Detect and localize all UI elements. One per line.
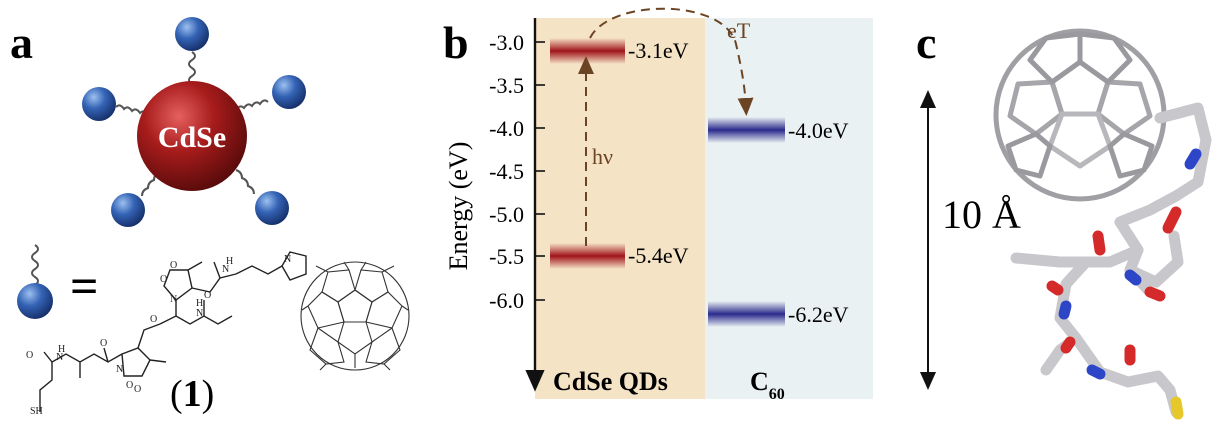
oxygen-atom	[1162, 206, 1182, 234]
svg-text:O: O	[204, 290, 211, 301]
cdse-level-bar	[550, 38, 625, 64]
svg-text:O: O	[134, 384, 141, 395]
c60-level-bar	[708, 117, 785, 143]
legend-spring	[31, 244, 39, 286]
y-ticks	[535, 41, 545, 301]
c60-band-bg	[705, 18, 873, 399]
scale-label: 10 Å	[942, 192, 1021, 237]
y-axis-label: Energy (eV)	[444, 142, 473, 271]
equals-sign: =	[70, 258, 99, 314]
svg-text:N: N	[284, 254, 291, 265]
c60-column-letter: C	[750, 367, 769, 396]
cdse-column-label: CdSe QDs	[553, 367, 668, 396]
nitrogen-atom	[1058, 300, 1072, 320]
oxygen-atom	[1060, 336, 1076, 354]
nitrogen-atom	[1184, 148, 1202, 170]
sulfur-atom	[1170, 396, 1184, 420]
svg-text:O: O	[100, 338, 107, 349]
svg-text:N: N	[116, 364, 123, 375]
level-labels: -3.1eV -5.4eV -4.0eV -6.2eV	[628, 38, 849, 327]
oxygen-atom	[1144, 286, 1166, 302]
oxygen-atom	[1092, 230, 1106, 256]
panel-c: c 10 Å	[916, 17, 1212, 420]
cdse-level-label: -3.1eV	[628, 38, 689, 63]
fullerene-stick-model	[993, 28, 1167, 202]
fullerene-c60	[300, 261, 410, 371]
svg-text:O: O	[26, 350, 33, 361]
y-tick-label: -6.0	[489, 288, 524, 313]
svg-text:SH: SH	[30, 406, 43, 417]
cdse-core	[137, 81, 247, 191]
y-tick-label: -4.5	[489, 159, 524, 184]
c60-column-label: C60	[750, 367, 785, 403]
svg-text:N: N	[222, 264, 229, 275]
panel-b-letter: b	[443, 17, 469, 68]
panel-a-letter: a	[10, 17, 33, 68]
excitation-label: hν	[592, 144, 613, 169]
y-tick-label: -4.0	[489, 116, 524, 141]
svg-text:O: O	[160, 274, 167, 285]
transfer-label: eT	[727, 18, 751, 43]
chemical-atom-labels: SH O H N O N O O O N H O O N O N H N	[26, 254, 291, 417]
ligand-ball	[82, 87, 116, 121]
c60-level-label: -4.0eV	[788, 118, 849, 143]
svg-text:N: N	[196, 308, 203, 319]
panel-c-letter: c	[916, 17, 936, 68]
svg-text:H: H	[226, 256, 233, 267]
nitrogen-atom	[1124, 269, 1142, 286]
y-tick-label: -5.5	[489, 244, 524, 269]
oxygen-atom	[1046, 280, 1064, 296]
svg-text:H: H	[58, 344, 65, 355]
ligand-ball	[272, 75, 306, 109]
ligand-ball	[111, 193, 145, 227]
y-tick-label: -5.0	[489, 202, 524, 227]
transfer-arrow	[589, 7, 754, 116]
compound-label: (1)	[170, 373, 214, 415]
legend-ligand-ball	[17, 283, 53, 319]
cdse-level-bar	[550, 243, 625, 269]
panel-a: a CdSe =	[10, 17, 410, 417]
svg-text:N: N	[56, 352, 63, 363]
svg-text:O: O	[126, 380, 133, 391]
c60-column-subscript: 60	[769, 386, 785, 403]
cdse-level-label: -5.4eV	[628, 243, 689, 268]
chemical-structure	[39, 251, 307, 412]
svg-text:H: H	[196, 298, 203, 309]
y-tick-label: -3.5	[489, 73, 524, 98]
c60-level-bar	[708, 301, 785, 327]
c60-level-label: -6.2eV	[788, 302, 849, 327]
ligand-ball	[255, 191, 289, 225]
cdse-band-bg	[535, 18, 705, 399]
svg-text:O: O	[150, 314, 157, 325]
peptide-atoms	[1046, 148, 1202, 420]
y-tick-label: -3.0	[489, 30, 524, 55]
nitrogen-atom	[1086, 364, 1106, 380]
ligand-ball	[175, 17, 209, 51]
panel-b: b -3.0 -3.5 -4.0 -4.5 -5.0 -5.5 -6.0 Ene…	[443, 7, 873, 403]
y-tick-labels: -3.0 -3.5 -4.0 -4.5 -5.0 -5.5 -6.0	[489, 30, 524, 313]
svg-text:N: N	[170, 294, 177, 305]
cdse-core-label: CdSe	[158, 121, 226, 154]
svg-text:O: O	[170, 260, 177, 271]
